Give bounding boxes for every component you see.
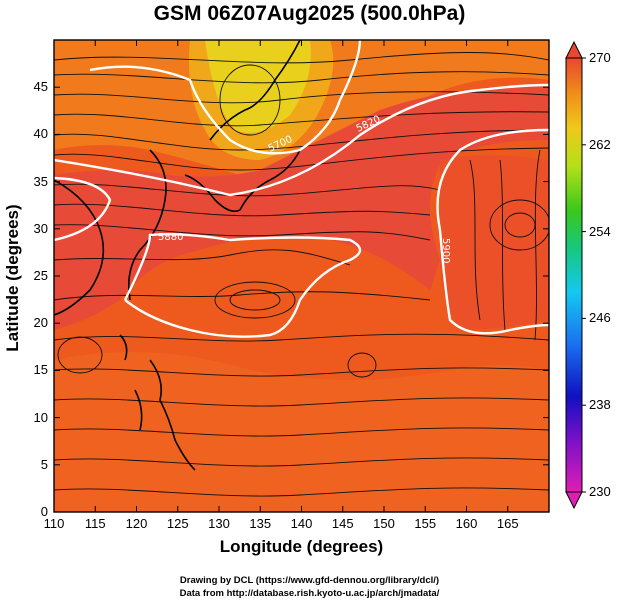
y-tick-label: 30 [33,220,48,236]
x-tick-label: 125 [166,516,189,531]
x-tick-label: 155 [414,516,437,531]
y-tick-label: 45 [33,79,48,95]
credit-dcl: Drawing by DCL (https://www.gfd-dennou.o… [179,575,440,586]
colorbar-tick-label: 246 [589,310,611,326]
x-tick-label: 150 [373,516,395,531]
y-tick-label: 40 [33,126,48,142]
coastlines [54,40,301,471]
chart-title: GSM 06Z07Aug2025 (500.0hPa) [153,2,466,25]
y-tick-label: 15 [33,362,48,378]
y-tick-label: 5 [40,456,48,472]
contour-5820 [54,83,549,197]
x-tick-label: 135 [249,516,272,531]
contour-5880 [123,233,362,338]
x-tick-label: 130 [208,516,230,531]
colorbar [565,40,586,510]
field-south [54,352,549,512]
x-tick-label: 110 [43,516,65,531]
y-tick-label: 20 [33,315,48,331]
x-tick-label: 160 [455,516,478,531]
x-tick-label: 120 [125,516,148,531]
y-tick-label: 25 [33,268,48,283]
colorbar-tick-label: 262 [589,136,611,152]
axis-ticks [53,40,549,513]
contour-label-5880: 5880 [158,232,183,243]
colorbar-tick-label: 254 [589,223,611,239]
temperature-field [54,40,549,512]
x-tick-label: 140 [290,516,313,531]
x-tick-label: 115 [84,516,106,531]
x-axis-label: Longitude (degrees) [219,537,384,556]
credit-data-source: Data from http://database.rish.kyoto-u.a… [179,588,440,599]
colorbar-body [565,57,583,493]
x-tick-label: 165 [496,516,519,531]
y-tick-label: 0 [40,504,48,519]
contour-5700 [89,40,362,155]
field-warm-belt [54,85,549,330]
colorbar-top-arrow [565,40,583,59]
colorbar-tick-label: 238 [589,397,611,413]
y-tick-label: 10 [33,409,48,425]
colorbar-tick-label: 270 [589,50,611,65]
contour-5900 [436,128,549,335]
height-contours [54,40,549,338]
colorbar-tick-label: 230 [589,484,611,499]
contour-label-5900: 5900 [440,238,451,263]
contour-west [54,176,112,242]
x-tick-label: 145 [331,516,354,531]
field-east-high [440,155,549,330]
streamlines [54,52,549,497]
y-tick-label: 35 [33,173,48,189]
colorbar-bottom-arrow [565,491,583,510]
